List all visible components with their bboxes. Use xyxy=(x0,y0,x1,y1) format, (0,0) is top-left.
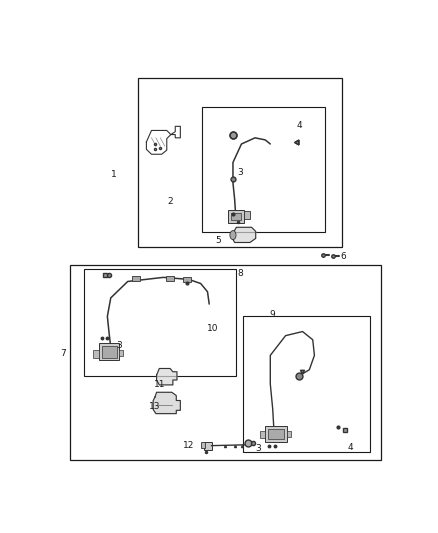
Bar xyxy=(138,78,342,247)
Polygon shape xyxy=(231,227,256,243)
Bar xyxy=(201,442,205,448)
Bar xyxy=(265,426,287,441)
Bar xyxy=(183,277,191,282)
Text: 3: 3 xyxy=(117,341,122,350)
Text: 3: 3 xyxy=(237,168,243,177)
Text: 7: 7 xyxy=(60,349,66,358)
Bar xyxy=(228,210,244,223)
Text: 6: 6 xyxy=(340,252,346,261)
Bar xyxy=(70,265,381,460)
Bar xyxy=(166,276,173,281)
Text: 1: 1 xyxy=(111,170,117,179)
Bar xyxy=(230,213,241,220)
Bar xyxy=(243,317,371,452)
Text: 9: 9 xyxy=(269,310,275,319)
Bar xyxy=(244,211,250,219)
Text: 5: 5 xyxy=(215,236,221,245)
Bar xyxy=(93,350,99,358)
Text: 13: 13 xyxy=(149,402,161,411)
Bar xyxy=(84,269,237,376)
Bar xyxy=(268,429,284,439)
Text: 3: 3 xyxy=(255,445,261,454)
Text: 4: 4 xyxy=(297,121,302,130)
Polygon shape xyxy=(153,392,180,414)
Text: 10: 10 xyxy=(207,324,219,333)
Text: 11: 11 xyxy=(154,379,166,389)
Text: 2: 2 xyxy=(167,197,173,206)
Ellipse shape xyxy=(230,231,236,240)
Bar xyxy=(119,350,124,356)
Bar xyxy=(260,431,265,438)
Bar xyxy=(202,107,325,232)
Bar xyxy=(99,343,119,360)
Bar xyxy=(132,276,140,281)
Text: 8: 8 xyxy=(237,269,243,278)
Bar xyxy=(204,442,212,450)
Text: 4: 4 xyxy=(347,443,353,452)
Bar xyxy=(287,431,291,438)
Polygon shape xyxy=(156,368,177,385)
Bar xyxy=(102,346,117,358)
Text: 12: 12 xyxy=(183,441,194,450)
